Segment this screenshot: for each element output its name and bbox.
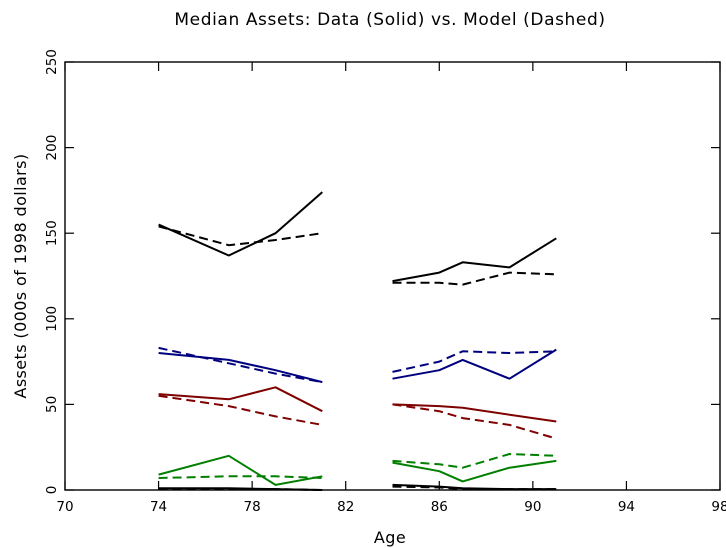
x-tick-label: 82 bbox=[337, 499, 354, 515]
series-line-solid bbox=[392, 483, 557, 491]
series-line-solid bbox=[158, 386, 323, 413]
series-line-solid bbox=[392, 237, 557, 283]
series-line-dashed bbox=[158, 475, 323, 479]
x-tick-label: 70 bbox=[56, 499, 73, 515]
x-axis-label: Age bbox=[374, 528, 406, 547]
y-tick-label: 250 bbox=[44, 49, 60, 75]
series-line-dashed bbox=[158, 394, 323, 426]
series-line-dashed bbox=[392, 271, 557, 286]
series-line-dashed bbox=[392, 453, 557, 469]
series-line-solid bbox=[158, 454, 323, 486]
series-line-dashed bbox=[392, 485, 557, 491]
x-tick-label: 74 bbox=[150, 499, 167, 515]
plot-frame bbox=[64, 61, 721, 491]
series-line-solid bbox=[158, 191, 323, 257]
axis-ticks: 70 74 78 82 86 90 94 98 0 50 100 150 200 250 bbox=[44, 49, 726, 515]
y-tick-label: 200 bbox=[44, 135, 60, 161]
x-tick-label: 78 bbox=[244, 499, 261, 515]
series-line-solid bbox=[392, 403, 557, 423]
x-tick-label: 90 bbox=[524, 499, 541, 515]
series-line-dashed bbox=[158, 488, 323, 491]
series-line-dashed bbox=[158, 346, 323, 384]
x-tick-label: 86 bbox=[431, 499, 448, 515]
y-axis-label: Assets (000s of 1998 dollars) bbox=[11, 153, 30, 398]
chart-title: Median Assets: Data (Solid) vs. Model (D… bbox=[174, 10, 605, 30]
y-tick-label: 100 bbox=[44, 306, 60, 332]
series-line-solid bbox=[392, 459, 557, 483]
y-tick-label: 50 bbox=[44, 396, 60, 413]
series-line-dashed bbox=[158, 225, 323, 247]
x-tick-label: 98 bbox=[711, 499, 726, 515]
series-layer bbox=[158, 191, 557, 491]
series-line-dashed bbox=[392, 403, 557, 440]
y-tick-label: 0 bbox=[44, 486, 60, 495]
y-tick-label: 150 bbox=[44, 220, 60, 246]
series-line-dashed bbox=[392, 350, 557, 373]
series-line-solid bbox=[392, 348, 557, 380]
x-tick-label: 94 bbox=[618, 499, 635, 515]
